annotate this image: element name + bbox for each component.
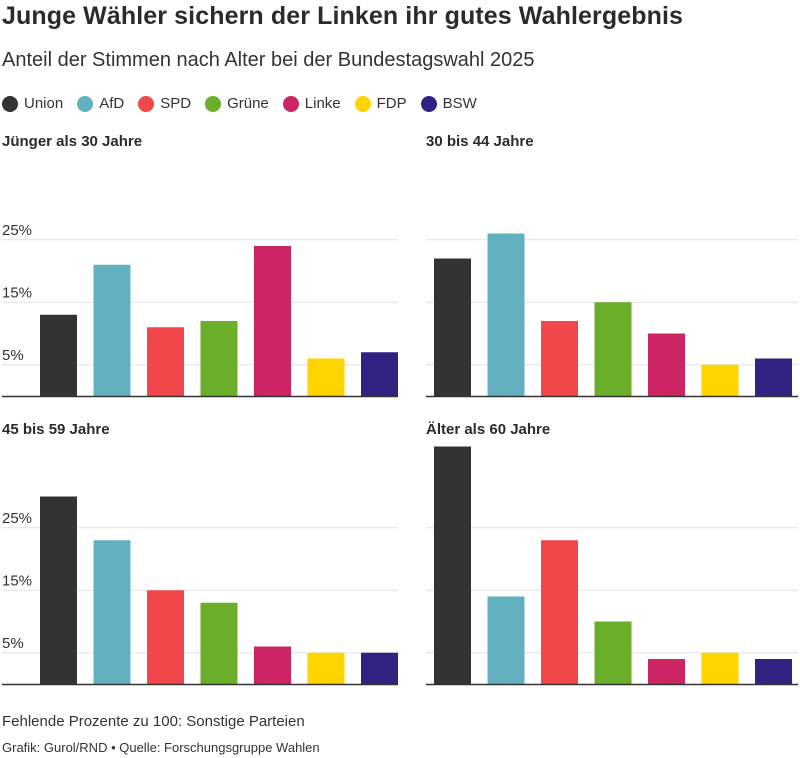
y-tick-label: 5% (2, 635, 24, 652)
bar-gruene (594, 621, 632, 684)
bar-gruene (200, 321, 238, 396)
bar-gruene (200, 602, 238, 684)
legend-swatch-linke (282, 95, 299, 112)
bar-bsw (755, 659, 792, 684)
legend-swatch-union (2, 95, 18, 112)
bar-afd (93, 540, 131, 684)
bar-fdp (701, 364, 739, 396)
bar-afd (487, 233, 525, 396)
legend-swatch-gruene (205, 95, 222, 112)
legend-label-linke: Linke (304, 95, 341, 112)
panel-title: Jünger als 30 Jahre (2, 133, 142, 150)
legend-item-afd: AfD (77, 95, 124, 112)
y-tick-label: 15% (2, 572, 32, 589)
bar-union (434, 446, 471, 684)
bar-union (434, 258, 471, 396)
bar-afd (487, 596, 525, 684)
legend-label-gruene: Grüne (227, 95, 269, 112)
legend-item-bsw: BSW (420, 95, 477, 112)
legend-swatch-spd (138, 95, 155, 112)
legend-swatch-afd (77, 95, 94, 112)
chart-title: Junge Wähler sichern der Linken ihr gute… (2, 2, 683, 30)
y-tick-label: 15% (2, 284, 32, 301)
bar-linke (254, 646, 291, 684)
bar-spd (147, 590, 184, 684)
bar-union (40, 496, 77, 684)
bar-bsw (361, 652, 398, 684)
bar-fdp (307, 358, 345, 396)
legend-label-fdp: FDP (376, 95, 407, 112)
panel-title: 45 bis 59 Jahre (2, 421, 110, 438)
legend-item-fdp: FDP (354, 95, 407, 112)
panel-title: Älter als 60 Jahre (426, 421, 550, 438)
legend: Union AfD SPD Grüne Linke FDP BSW (2, 95, 491, 112)
bar-afd (93, 264, 131, 396)
legend-item-union: Union (2, 95, 63, 112)
chart-subtitle: Anteil der Stimmen nach Alter bei der Bu… (2, 49, 535, 71)
legend-item-linke: Linke (282, 95, 341, 112)
bar-union (40, 314, 77, 396)
legend-label-union: Union (24, 95, 64, 112)
bar-gruene (594, 302, 632, 396)
y-tick-label: 25% (2, 510, 32, 527)
y-tick-label: 25% (2, 222, 32, 239)
y-tick-label: 5% (2, 347, 24, 364)
legend-swatch-fdp (354, 95, 371, 112)
legend-label-spd: SPD (160, 95, 192, 112)
source-credit: Grafik: Gurol/RND • Quelle: Forschungsgr… (2, 740, 320, 755)
bar-spd (147, 327, 184, 396)
legend-label-bsw: BSW (442, 95, 477, 112)
legend-swatch-bsw (420, 95, 437, 112)
small-multiples-bar-charts: Jünger als 30 Jahre 5% 15% 25% 30 bis 44 Jah… (2, 133, 798, 686)
bar-fdp (701, 652, 739, 684)
legend-label-afd: AfD (99, 95, 125, 112)
panel-title: 30 bis 44 Jahre (426, 133, 534, 150)
bar-spd (541, 321, 578, 396)
footnote: Fehlende Prozente zu 100: Sonstige Parte… (2, 713, 305, 730)
bar-linke (648, 333, 685, 396)
bar-fdp (307, 652, 345, 684)
bar-linke (254, 246, 291, 396)
bar-bsw (361, 352, 398, 396)
legend-item-gruene: Grüne (205, 95, 269, 112)
legend-item-spd: SPD (138, 95, 191, 112)
bar-bsw (755, 358, 792, 396)
bar-linke (648, 659, 685, 684)
bar-spd (541, 540, 578, 684)
